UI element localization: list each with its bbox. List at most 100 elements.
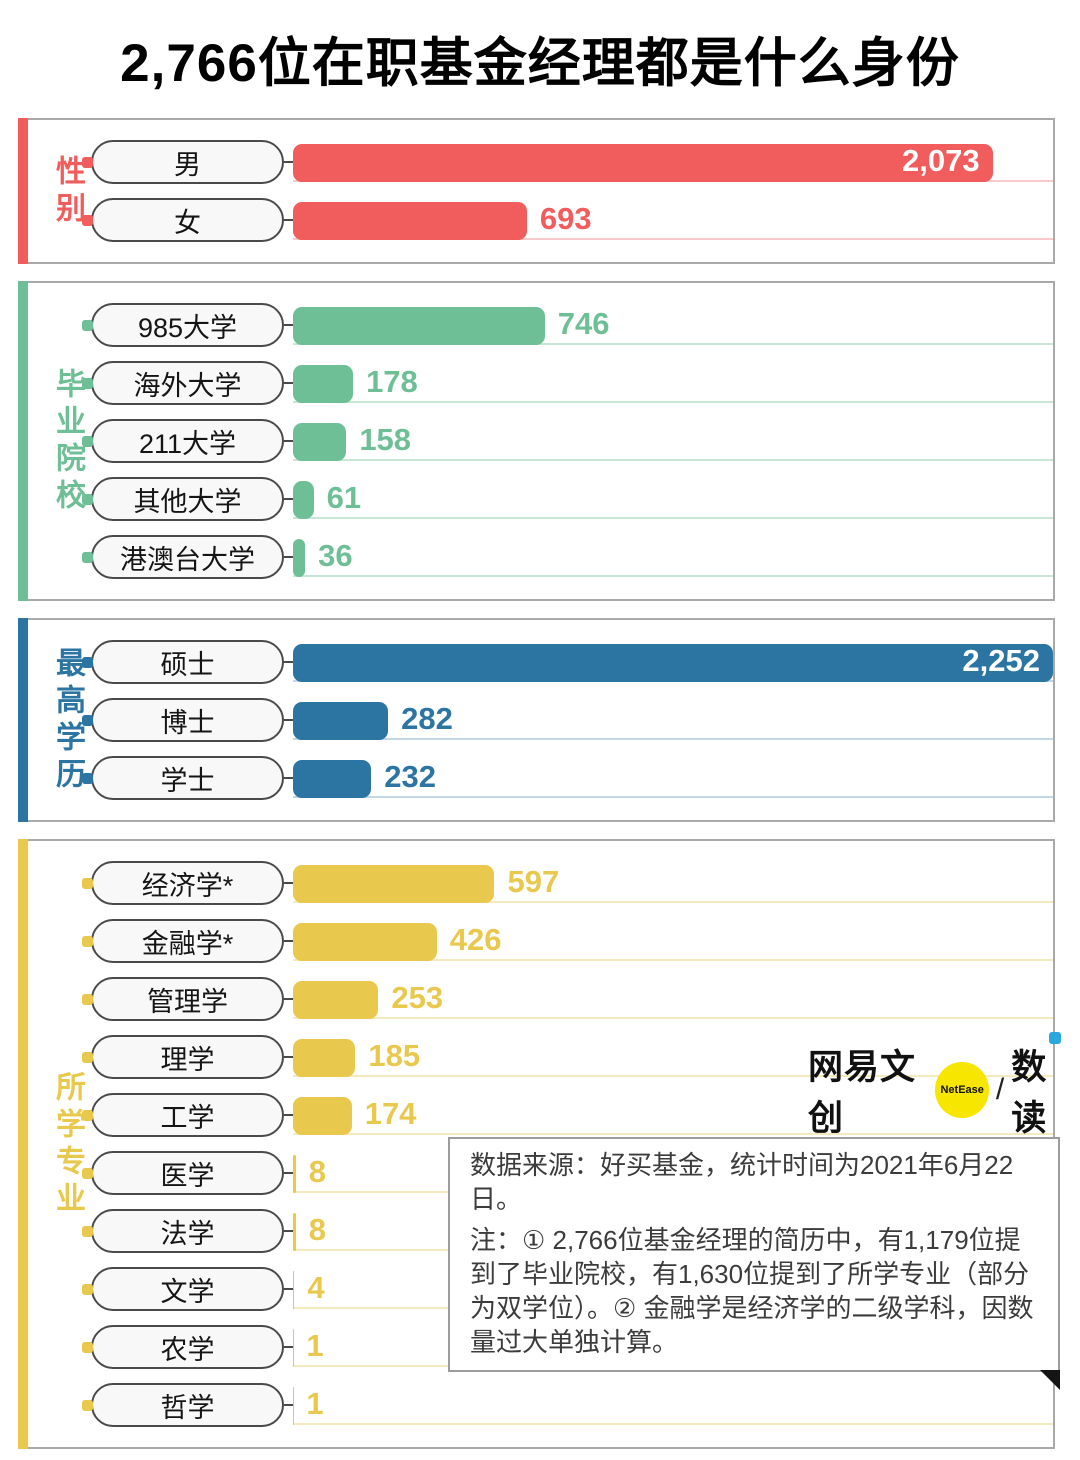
pill-bar-connector [284, 940, 293, 942]
bar-row: 博士 282 [20, 691, 1053, 749]
pill-bar-connector [284, 498, 293, 500]
pill-bar-connector [284, 382, 293, 384]
section-label: 性别 [56, 157, 86, 226]
pill-bar-connector [284, 161, 293, 163]
row-marker-icon [82, 656, 93, 668]
category-pill: 硕士 [91, 640, 284, 684]
bar-baseline [293, 901, 1053, 903]
pill-bar-connector [284, 219, 293, 221]
value-bar [293, 1213, 296, 1251]
row-marker-icon [82, 214, 93, 226]
section-label-char: 学 [56, 1108, 86, 1142]
value-label: 282 [401, 700, 453, 736]
pill-bar-connector [284, 1056, 293, 1058]
category-pill: 农学 [91, 1325, 284, 1369]
category-pill: 金融学* [91, 919, 284, 963]
value-label: 1 [306, 1327, 324, 1363]
pill-bar-connector [284, 777, 293, 779]
bar-row: 硕士 2,252 [20, 633, 1053, 691]
category-pill: 法学 [91, 1209, 284, 1253]
bar-track: 178 [293, 354, 1053, 412]
section-label-char: 所 [56, 1071, 86, 1105]
category-pill: 211大学 [91, 419, 284, 463]
netease-logo: 网易文创 NetEase / 数读 [808, 1032, 1080, 1138]
row-marker-icon [82, 772, 93, 784]
section-label-char: 专 [56, 1145, 86, 1179]
row-marker-icon [82, 1399, 93, 1411]
category-pill: 理学 [91, 1035, 284, 1079]
value-label: 232 [384, 758, 437, 794]
value-label: 746 [557, 305, 610, 341]
bar-baseline [293, 959, 1053, 961]
pill-bar-connector [284, 1230, 293, 1232]
pill-bar-connector [284, 661, 293, 663]
section-color-strip [18, 118, 28, 264]
pill-bar-connector [284, 1114, 293, 1116]
bar-track: 282 [293, 691, 1053, 749]
bar-track: 158 [293, 412, 1053, 470]
row-marker-icon [82, 493, 93, 505]
section-label-char: 业 [56, 1182, 86, 1216]
bar-track: 253 [293, 970, 1053, 1028]
value-label: 8 [308, 1211, 326, 1247]
note-tail-icon [1040, 1370, 1060, 1390]
value-label: 178 [366, 363, 418, 399]
pill-bar-connector [284, 719, 293, 721]
value-bar [293, 144, 993, 182]
page-title: 2,766位在职基金经理都是什么身份 [120, 34, 960, 93]
bar-row: 工学 174 [20, 1086, 1053, 1144]
pill-bar-connector [284, 324, 293, 326]
section-label: 最高学历 [56, 647, 86, 792]
section-label-char: 别 [56, 192, 86, 226]
value-label: 158 [359, 421, 412, 457]
value-label: 8 [308, 1153, 326, 1189]
bar-row: 985大学 746 [20, 296, 1053, 354]
section-color-strip [18, 839, 28, 1449]
note-annotation-line: 注：① 2,766位基金经理的简历中，有1,179位提到了毕业院校，有1,630… [470, 1225, 1034, 1357]
section-label: 毕业院校 [56, 368, 86, 512]
section-color-strip [18, 281, 28, 601]
value-bar [293, 644, 1053, 682]
bar-baseline [293, 238, 1053, 240]
section-label-char: 毕 [56, 368, 86, 402]
value-bar [293, 423, 347, 461]
bar-track: 61 [293, 470, 1053, 528]
bar-row: 男 2,073 [20, 133, 1053, 191]
section-label-char: 业 [56, 405, 86, 439]
row-marker-icon [82, 435, 93, 447]
value-label: 1 [306, 1385, 324, 1421]
section-label-char: 高 [56, 684, 86, 718]
value-label: 426 [449, 921, 502, 957]
bar-baseline [293, 1075, 1053, 1077]
category-pill: 其他大学 [91, 477, 284, 521]
section-label: 所学专业 [56, 1071, 86, 1216]
value-bar [293, 865, 495, 903]
bar-baseline [293, 343, 1053, 345]
section-label-char: 最 [56, 647, 86, 681]
bar-baseline [293, 401, 1053, 403]
value-label: 253 [391, 979, 444, 1015]
bar-baseline [293, 796, 1053, 798]
bar-baseline [293, 517, 1053, 519]
bar-row: 海外大学 178 [20, 354, 1053, 412]
section-最高学历: 最高学历硕士 2,252 博士 282 学士 232 [18, 618, 1055, 822]
category-pill: 学士 [91, 756, 284, 800]
category-pill: 港澳台大学 [91, 535, 284, 579]
row-marker-icon [82, 319, 93, 331]
pill-bar-connector [284, 1172, 293, 1174]
value-bar [293, 923, 437, 961]
value-bar [293, 760, 372, 798]
bar-baseline [293, 1423, 1053, 1425]
bar-track: 36 [293, 528, 1053, 586]
category-pill: 经济学* [91, 861, 284, 905]
logo-blue-dot-icon [1049, 1032, 1062, 1044]
bar-track: 2,073 [293, 133, 1053, 191]
section-label-char: 历 [56, 758, 86, 792]
row-marker-icon [82, 1283, 93, 1295]
value-bar [293, 1039, 356, 1077]
row-marker-icon [82, 377, 93, 389]
value-bar [293, 1097, 352, 1135]
bar-track: 232 [293, 749, 1053, 807]
bar-baseline [293, 459, 1053, 461]
